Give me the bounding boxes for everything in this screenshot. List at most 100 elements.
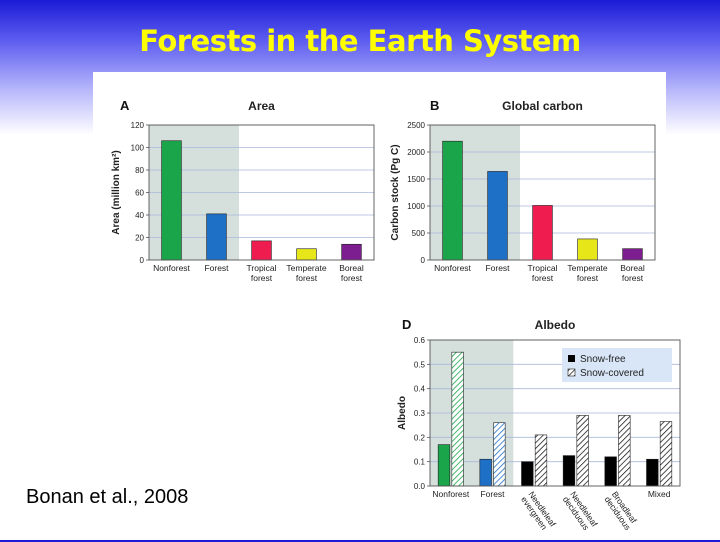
x-tick-label-line: Nonforest bbox=[432, 489, 469, 499]
x-tick-label-line: forest bbox=[622, 273, 644, 283]
x-tick-label: Nonforest bbox=[432, 489, 469, 499]
x-tick-label-line: Nonforest bbox=[153, 263, 190, 273]
legend-swatch-snow-free bbox=[568, 355, 575, 362]
x-tick-label: Broadleafdeciduous bbox=[602, 489, 640, 532]
y-tick-label: 0 bbox=[421, 256, 426, 265]
y-axis-label: Area (million km²) bbox=[111, 150, 122, 234]
x-tick-label: Boreal forest bbox=[339, 263, 364, 283]
bar bbox=[442, 140, 463, 261]
panel-letter: D bbox=[402, 317, 411, 332]
x-tick-label-line: Temperate bbox=[286, 263, 326, 273]
x-tick-label: Temperate forest bbox=[286, 263, 326, 283]
x-tick-label-line: Forest bbox=[204, 263, 229, 273]
bar-snow-covered bbox=[534, 434, 548, 487]
legend-swatch-snow-covered bbox=[567, 368, 576, 377]
x-tick-label-line: forest bbox=[251, 273, 273, 283]
bar-snow-covered bbox=[493, 422, 506, 487]
chart-title: Area bbox=[248, 99, 275, 113]
y-tick-label: 0.4 bbox=[414, 385, 426, 394]
figure-panel-d: D Albedo 0.0 0.1 0.2 0.3 0.4 0.5 0.6 Albedo Nonfor… bbox=[390, 305, 686, 537]
panel-letter: B bbox=[430, 98, 439, 113]
y-tick-label: 0 bbox=[140, 256, 145, 265]
bar bbox=[206, 213, 227, 261]
x-tick-label: Forest bbox=[480, 489, 505, 499]
y-tick-label: 20 bbox=[135, 234, 144, 243]
bar-snow-free bbox=[479, 458, 492, 487]
y-tick-label: 0.2 bbox=[414, 433, 426, 442]
y-tick-label: 0.3 bbox=[414, 409, 426, 418]
bar-snow-covered bbox=[451, 351, 464, 487]
x-tick-label: Forest bbox=[485, 263, 510, 273]
slide-title: Forests in the Earth System bbox=[139, 24, 581, 58]
y-tick-label: 60 bbox=[135, 189, 144, 198]
y-tick-label: 2000 bbox=[407, 148, 425, 157]
x-tick-label-line: Forest bbox=[480, 489, 505, 499]
figure-panel-ab: A Area 0 20 40 60 80 100 120 Area (million km²) No… bbox=[93, 72, 666, 290]
bar bbox=[532, 205, 553, 261]
y-tick-label: 2500 bbox=[407, 121, 425, 130]
x-tick-label-line: Mixed bbox=[648, 489, 671, 499]
panel-letter: A bbox=[120, 98, 130, 113]
y-tick-label: 80 bbox=[135, 166, 144, 175]
legend-box bbox=[562, 348, 672, 382]
bar-snow-free bbox=[646, 458, 659, 487]
x-tick-label-line: forest bbox=[296, 273, 318, 283]
x-tick-label-line: Forest bbox=[485, 263, 510, 273]
y-tick-label: 0.6 bbox=[414, 336, 426, 345]
plot-frame bbox=[429, 124, 656, 261]
bar bbox=[296, 248, 317, 261]
y-tick-label: 0.0 bbox=[414, 482, 426, 491]
x-tick-label-line: Tropical bbox=[528, 263, 558, 273]
bar-snow-free bbox=[604, 456, 617, 487]
y-tick-label: 100 bbox=[131, 144, 145, 153]
y-tick-label: 40 bbox=[135, 211, 144, 220]
y-axis-label: Albedo bbox=[397, 396, 408, 430]
bar-snow-covered bbox=[659, 421, 673, 487]
legend-label: Snow-covered bbox=[580, 368, 644, 379]
chart-albedo: D Albedo 0.0 0.1 0.2 0.3 0.4 0.5 0.6 Albedo Nonfor… bbox=[397, 317, 681, 534]
x-tick-label: Temperate forest bbox=[567, 263, 607, 283]
chart-title: Albedo bbox=[535, 318, 576, 332]
bar-snow-covered bbox=[576, 415, 589, 487]
bar bbox=[577, 238, 598, 261]
bar bbox=[161, 140, 182, 261]
y-tick-label: 1000 bbox=[407, 202, 425, 211]
x-tick-label-line: Nonforest bbox=[434, 263, 471, 273]
y-tick-label: 500 bbox=[412, 229, 426, 238]
x-tick-label-line: Boreal bbox=[339, 263, 364, 273]
x-tick-label: Tropical forest bbox=[528, 263, 558, 283]
x-tick-label-line: Tropical bbox=[247, 263, 277, 273]
bar-snow-free bbox=[521, 461, 534, 487]
bar bbox=[622, 248, 643, 261]
bar-snow-free bbox=[562, 455, 576, 487]
x-tick-label: Boreal forest bbox=[620, 263, 645, 283]
y-tick-label: 1500 bbox=[407, 175, 425, 184]
y-tick-label: 120 bbox=[131, 121, 145, 130]
y-axis-label: Carbon stock (Pg C) bbox=[390, 144, 401, 240]
bar bbox=[487, 171, 508, 261]
plot-frame bbox=[429, 339, 681, 487]
x-tick-label-line: forest bbox=[577, 273, 599, 283]
x-tick-label: Forest bbox=[204, 263, 229, 273]
legend-label: Snow-free bbox=[580, 354, 626, 365]
x-tick-label-line: forest bbox=[532, 273, 554, 283]
plot-frame bbox=[148, 124, 375, 261]
chart-title: Global carbon bbox=[502, 99, 583, 113]
bar bbox=[251, 240, 272, 261]
x-tick-label: Needleleafdeciduous bbox=[561, 489, 600, 534]
x-tick-label-line: Temperate bbox=[567, 263, 607, 273]
x-tick-label: Mixed bbox=[648, 489, 671, 499]
y-tick-label: 0.5 bbox=[414, 360, 426, 369]
bar-snow-free bbox=[437, 444, 451, 487]
bar-snow-covered bbox=[618, 415, 631, 487]
citation: Bonan et al., 2008 bbox=[26, 486, 189, 508]
chart-area-and-carbon: A Area 0 20 40 60 80 100 120 Area (million km²) No… bbox=[111, 98, 656, 283]
x-tick-label: Nonforest bbox=[434, 263, 471, 273]
bar bbox=[341, 243, 362, 261]
x-tick-label: Nonforest bbox=[153, 263, 190, 273]
x-tick-label-line: Boreal bbox=[620, 263, 645, 273]
x-tick-label: Tropical forest bbox=[247, 263, 277, 283]
y-tick-label: 0.1 bbox=[414, 458, 426, 467]
x-tick-label-line: forest bbox=[341, 273, 363, 283]
x-tick-label: Needleleafevergreen bbox=[519, 489, 558, 534]
